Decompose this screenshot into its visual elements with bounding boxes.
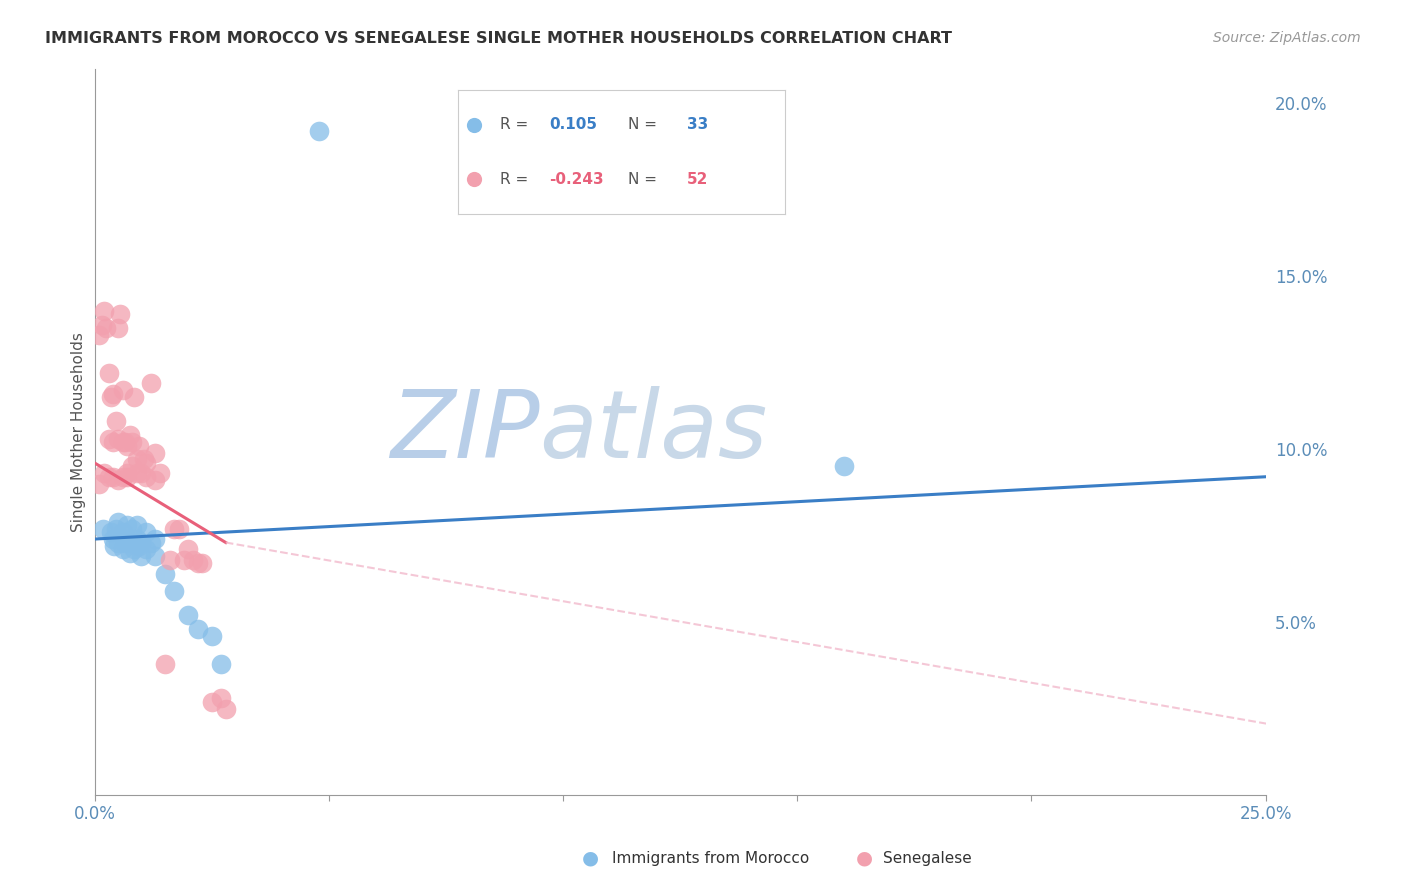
Point bbox=[153, 566, 176, 581]
Point bbox=[103, 386, 125, 401]
Point bbox=[107, 321, 129, 335]
Point bbox=[209, 657, 232, 671]
Text: Immigrants from Morocco: Immigrants from Morocco bbox=[612, 851, 808, 865]
Point bbox=[125, 452, 148, 467]
Text: atlas: atlas bbox=[540, 386, 768, 477]
Point bbox=[103, 469, 125, 483]
Point bbox=[93, 303, 115, 318]
Point bbox=[135, 456, 157, 470]
Point bbox=[135, 542, 157, 557]
Point bbox=[107, 432, 129, 446]
Point bbox=[111, 525, 134, 540]
Point bbox=[93, 467, 115, 481]
Text: ZIP: ZIP bbox=[389, 386, 540, 477]
Point bbox=[308, 124, 330, 138]
Point bbox=[103, 539, 125, 553]
Point bbox=[97, 432, 120, 446]
Point bbox=[118, 428, 141, 442]
Point bbox=[159, 553, 181, 567]
Point bbox=[117, 518, 139, 533]
Point bbox=[114, 535, 136, 549]
Point bbox=[145, 532, 167, 546]
Point bbox=[100, 525, 122, 540]
Point bbox=[177, 542, 200, 557]
Text: ●: ● bbox=[856, 848, 873, 868]
Point bbox=[187, 556, 209, 570]
Point bbox=[177, 608, 200, 623]
Point bbox=[111, 384, 134, 398]
Point bbox=[104, 414, 127, 428]
Point bbox=[201, 695, 224, 709]
Point bbox=[107, 473, 129, 487]
Point bbox=[121, 522, 143, 536]
Point bbox=[117, 467, 139, 481]
Point bbox=[125, 518, 148, 533]
Point bbox=[215, 701, 238, 715]
Point bbox=[107, 515, 129, 529]
Point bbox=[139, 535, 162, 549]
Point bbox=[103, 435, 125, 450]
Point bbox=[135, 525, 157, 540]
Point bbox=[167, 522, 190, 536]
Text: Source: ZipAtlas.com: Source: ZipAtlas.com bbox=[1213, 31, 1361, 45]
Point bbox=[163, 583, 186, 598]
Point bbox=[91, 522, 114, 536]
Text: IMMIGRANTS FROM MOROCCO VS SENEGALESE SINGLE MOTHER HOUSEHOLDS CORRELATION CHART: IMMIGRANTS FROM MOROCCO VS SENEGALESE SI… bbox=[45, 31, 952, 46]
Point bbox=[163, 522, 186, 536]
Point bbox=[111, 435, 134, 450]
Point bbox=[132, 452, 155, 467]
Point bbox=[128, 539, 150, 553]
Point bbox=[114, 435, 136, 450]
Point bbox=[191, 556, 214, 570]
Point bbox=[149, 467, 172, 481]
Point bbox=[125, 532, 148, 546]
Point bbox=[117, 532, 139, 546]
Point bbox=[173, 553, 195, 567]
Point bbox=[131, 549, 153, 564]
Point bbox=[125, 467, 148, 481]
Point bbox=[187, 622, 209, 636]
Point bbox=[117, 469, 139, 483]
Text: Senegalese: Senegalese bbox=[883, 851, 972, 865]
Point bbox=[181, 553, 204, 567]
Point bbox=[117, 439, 139, 453]
Point bbox=[124, 542, 146, 557]
Point bbox=[97, 469, 120, 483]
Point bbox=[131, 467, 153, 481]
Point bbox=[124, 390, 146, 404]
Point bbox=[145, 445, 167, 459]
Point bbox=[111, 469, 134, 483]
Point bbox=[121, 435, 143, 450]
Point bbox=[201, 629, 224, 643]
Point bbox=[89, 476, 111, 491]
Point bbox=[89, 327, 111, 342]
Point bbox=[145, 549, 167, 564]
Point bbox=[145, 473, 167, 487]
Y-axis label: Single Mother Households: Single Mother Households bbox=[72, 332, 86, 532]
Point bbox=[121, 459, 143, 474]
Point bbox=[96, 321, 118, 335]
Point bbox=[111, 542, 134, 557]
Point bbox=[100, 390, 122, 404]
Point bbox=[153, 657, 176, 671]
Point bbox=[90, 318, 112, 332]
Point bbox=[110, 307, 132, 321]
Text: ●: ● bbox=[582, 848, 599, 868]
Point bbox=[121, 535, 143, 549]
Point bbox=[139, 376, 162, 391]
Point bbox=[103, 532, 125, 546]
Point bbox=[107, 535, 129, 549]
Point bbox=[135, 469, 157, 483]
Point bbox=[209, 691, 232, 706]
Point bbox=[128, 439, 150, 453]
Point bbox=[832, 459, 855, 474]
Point bbox=[97, 366, 120, 380]
Point bbox=[104, 522, 127, 536]
Point bbox=[118, 546, 141, 560]
Point bbox=[131, 535, 153, 549]
